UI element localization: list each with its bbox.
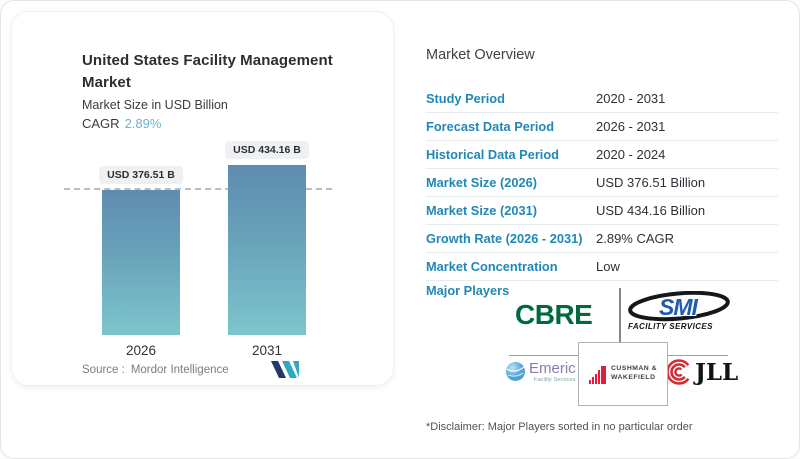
row-value: USD 376.51 Billion — [596, 175, 706, 190]
cushman-wakefield-wordmark: CUSHMAN & WAKEFIELD — [611, 365, 657, 383]
overview-table: Study Period 2020 - 2031 Forecast Data P… — [426, 85, 778, 281]
emeric-wordmark: Emeric Facility Services — [529, 361, 576, 383]
reference-dashed-line — [64, 188, 332, 190]
jll-logo: JLL — [665, 358, 738, 386]
row-value: 2.89% CAGR — [596, 231, 675, 246]
cw-line1: CUSHMAN & — [610, 365, 658, 373]
emeric-globe-icon — [506, 362, 525, 381]
smi-swoosh-icon — [628, 291, 730, 322]
smi-subtext: FACILITY SERVICES — [628, 322, 713, 331]
row-label: Market Size (2026) — [426, 175, 537, 190]
row-label: Market Concentration — [426, 259, 558, 274]
cushman-wakefield-logo: CUSHMAN & WAKEFIELD — [578, 342, 668, 406]
row-label: Forecast Data Period — [426, 119, 555, 134]
chart-title-line2: Market — [82, 74, 131, 91]
chart-title-line1: United States Facility Management — [82, 52, 333, 69]
cushman-wakefield-bars-icon — [588, 365, 606, 384]
disclaimer-text: *Disclaimer: Major Players sorted in no … — [426, 421, 693, 433]
emeric-logo: Emeric Facility Services — [505, 361, 576, 383]
jll-wordmark: JLL — [695, 358, 739, 386]
table-row-forecast-period: Forecast Data Period 2026 - 2031 — [426, 113, 778, 141]
chart-subtitle: Market Size in USD Billion — [82, 98, 228, 112]
table-row-market-size-2026: Market Size (2026) USD 376.51 Billion — [426, 169, 778, 197]
row-label: Study Period — [426, 91, 505, 106]
emeric-name: Emeric — [529, 360, 576, 377]
cagr-value: 2.89% — [124, 116, 162, 131]
source-label: Source : — [82, 364, 125, 376]
row-value: 2026 - 2031 — [596, 119, 666, 134]
row-value: 2020 - 2024 — [596, 147, 666, 162]
row-label: Historical Data Period — [426, 147, 559, 162]
logo-grid-horizontal-divider-left — [509, 355, 578, 356]
table-row-study-period: Study Period 2020 - 2031 — [426, 85, 778, 113]
cagr-label: CAGR — [82, 116, 120, 131]
bar-2026 — [102, 190, 180, 335]
logo-grid-horizontal-divider-right — [666, 355, 728, 356]
table-row-growth-rate: Growth Rate (2026 - 2031) 2.89% CAGR — [426, 225, 778, 253]
mordor-intelligence-logo — [270, 360, 300, 384]
source-value: Mordor Intelligence — [130, 364, 229, 376]
table-row-historical-period: Historical Data Period 2020 - 2024 — [426, 141, 778, 169]
row-value: Low — [596, 259, 620, 274]
bar-value-label-2031: USD 434.16 B — [225, 141, 309, 159]
table-row-market-size-2031: Market Size (2031) USD 434.16 Billion — [426, 197, 778, 225]
major-players-logos: CBRE SMI FACILITY SERVICES CUSHMAN & WAK… — [501, 285, 743, 409]
logo-grid-vertical-divider — [619, 288, 621, 343]
overview-heading: Market Overview — [426, 47, 535, 63]
bar-value-label-2026: USD 376.51 B — [99, 166, 183, 184]
smi-wordmark: SMI — [659, 294, 698, 320]
bar-2031 — [228, 165, 306, 335]
row-label: Growth Rate (2026 - 2031) — [426, 231, 583, 246]
cbre-logo: CBRE — [515, 299, 593, 330]
x-axis-label-2031: 2031 — [251, 343, 283, 358]
row-value: USD 434.16 Billion — [596, 203, 706, 218]
market-size-chart-card: United States Facility Management Market… — [11, 11, 394, 386]
table-row-market-concentration: Market Concentration Low — [426, 253, 778, 281]
source-line: Source : Mordor Intelligence — [82, 364, 229, 376]
x-axis-label-2026: 2026 — [125, 343, 157, 358]
row-label: Market Size (2031) — [426, 203, 537, 218]
major-players-label: Major Players — [426, 283, 510, 298]
cw-line2: WAKEFIELD — [610, 374, 656, 381]
row-value: 2020 - 2031 — [596, 91, 666, 106]
smi-facility-services-logo: SMI FACILITY SERVICES — [628, 291, 736, 337]
jll-rings-icon — [666, 359, 692, 385]
chart-title: United States Facility Management Market — [82, 50, 333, 94]
emeric-subtext: Facility Services — [533, 377, 576, 383]
chart-cagr-line: CAGR 2.89% — [82, 116, 161, 131]
